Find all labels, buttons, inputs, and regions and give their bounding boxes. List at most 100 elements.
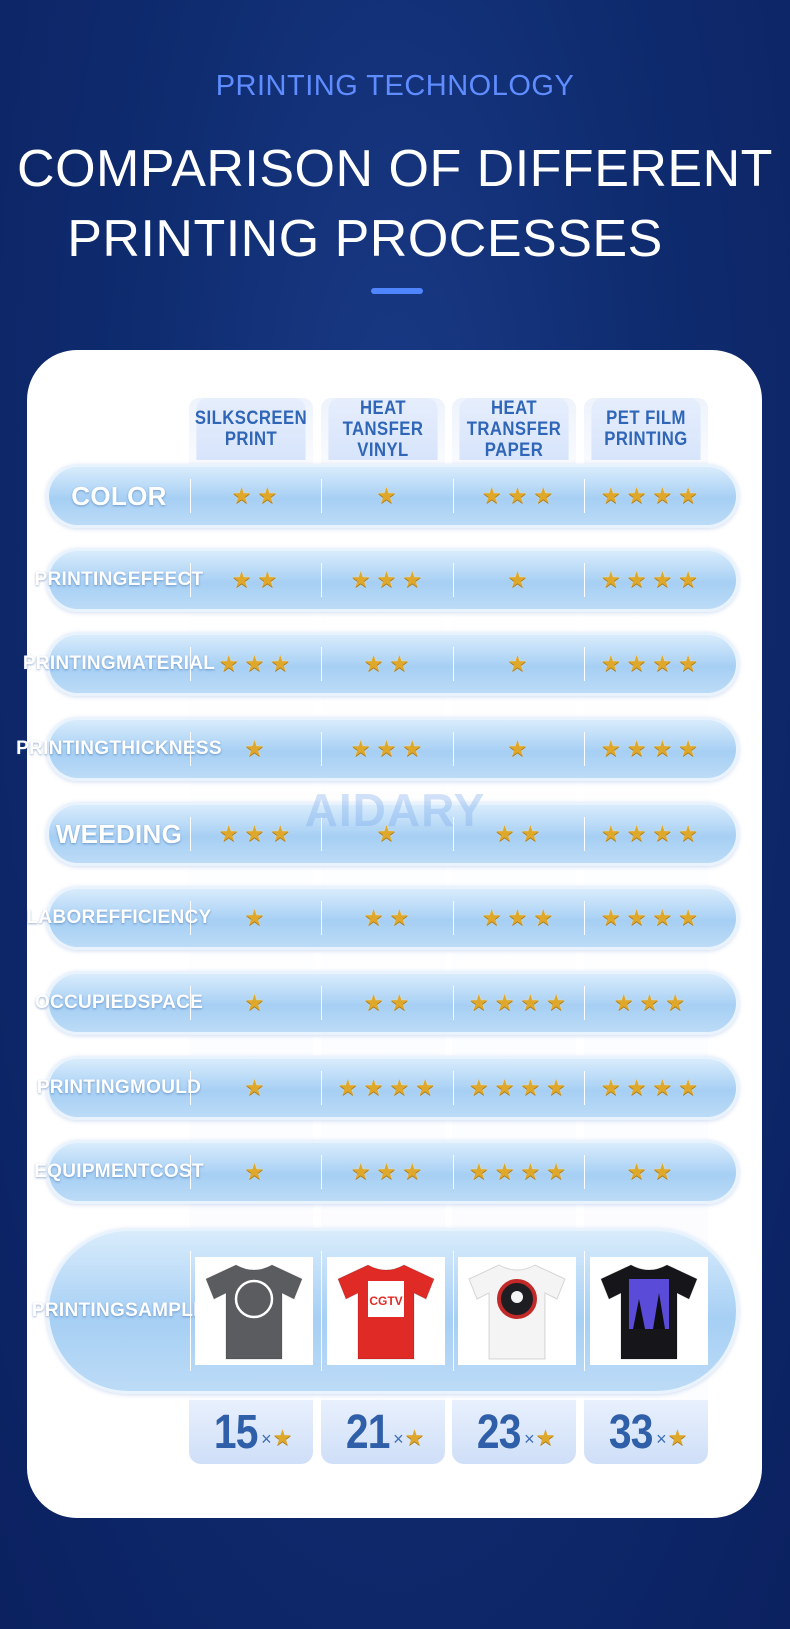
star-icon: ★ — [546, 1075, 566, 1100]
column-header: SILKSCREEN PRINT — [195, 398, 307, 460]
row-divider — [584, 647, 585, 681]
star-icon: ★ — [363, 651, 384, 676]
star-icon: ★ — [678, 736, 698, 761]
rating-cell: ★ — [452, 635, 583, 693]
rating-cell: ★ ★ — [189, 551, 320, 609]
star-icon: ★ — [507, 567, 528, 592]
star-icon: ★ — [218, 651, 239, 676]
page-title: COMPARISON OF DIFFERENT PRINTING PROCESS… — [0, 134, 790, 274]
star-icon: ★ — [678, 905, 698, 930]
star-icon: ★ — [601, 651, 621, 676]
rating-cell: ★ — [189, 1059, 320, 1117]
star-icon: ★ — [231, 567, 252, 592]
column-header: HEAT TANSFER VINYL — [328, 398, 438, 461]
total-score: 15 × ★ — [189, 1400, 313, 1464]
star-icon: ★ — [601, 1075, 621, 1100]
row-label-line-2: EFFICIENCY — [95, 907, 212, 928]
star-icon: ★ — [244, 1075, 265, 1100]
row-divider — [190, 479, 191, 513]
row-divider — [321, 732, 322, 766]
row-divider — [453, 563, 454, 597]
rating-cell: ★ ★ ★ ★ — [321, 1059, 452, 1117]
star-icon: ★ — [652, 651, 673, 676]
star-icon: ★ — [363, 990, 384, 1015]
star-icon: ★ — [520, 1075, 541, 1100]
star-icon: ★ — [494, 821, 515, 846]
star-icon: ★ — [533, 905, 554, 930]
rating-row: OCCUPIED SPACE ★ ★ ★ ★ ★ ★ ★ ★ ★ ★ — [35, 971, 739, 1035]
row-divider — [190, 1251, 191, 1371]
star-rating: ★ — [377, 823, 397, 845]
column-header-line-1: HEAT TRANSFER — [466, 397, 562, 440]
star-icon: ★ — [415, 1075, 435, 1100]
star-icon: ★ — [469, 990, 489, 1015]
row-label: PRINTING EFFECT — [35, 551, 204, 609]
star-icon: ★ — [338, 1075, 358, 1100]
star-icon: ★ — [601, 567, 621, 592]
star-icon: ★ — [402, 567, 423, 592]
row-label-line-2: EFFECT — [127, 569, 204, 590]
row-divider — [321, 817, 322, 851]
shirt-print-text: CGTV — [369, 1294, 402, 1308]
row-label-line-1: PRINTING — [31, 1300, 126, 1321]
row-divider — [321, 986, 322, 1020]
star-icon: ★ — [601, 736, 621, 761]
star-icon: ★ — [626, 567, 647, 592]
star-icon: ★ — [481, 905, 502, 930]
row-divider — [584, 817, 585, 851]
star-rating: ★ — [245, 1161, 265, 1183]
rating-cell: ★ — [452, 720, 583, 778]
row-divider — [190, 563, 191, 597]
star-icon: ★ — [244, 821, 265, 846]
total-score-number: 21 — [345, 1405, 391, 1459]
star-icon: ★ — [272, 1425, 293, 1450]
star-rating: ★ — [508, 653, 528, 675]
star-icon: ★ — [494, 990, 515, 1015]
row-label-line-2: SAMPLE — [125, 1300, 207, 1321]
star-icon: ★ — [652, 1075, 673, 1100]
star-rating: ★ — [508, 738, 528, 760]
star-rating: ★ — [245, 907, 265, 929]
grey-tshirt-circle-logo-icon — [205, 1264, 303, 1360]
column-header-line-1: PET FILM — [606, 408, 686, 429]
rating-row: COLOR ★ ★ ★ ★ ★ ★ ★ ★ ★ ★ — [46, 464, 739, 528]
row-label: EQUIPMENT COST — [34, 1143, 203, 1201]
rating-cell: ★ ★ ★ ★ — [452, 974, 583, 1032]
rating-cell: ★ ★ ★ — [189, 805, 320, 863]
star-rating: ★ ★ ★ — [614, 992, 685, 1014]
star-rating: ★ ★ ★ ★ — [601, 907, 698, 929]
title-accent-bar — [371, 288, 423, 294]
star-icon: ★ — [389, 905, 410, 930]
star-icon: ★ — [494, 1159, 515, 1184]
rating-cell: ★ ★ ★ ★ — [584, 1059, 715, 1117]
star-rating: ★ ★ ★ — [219, 823, 290, 845]
star-rating: ★ ★ ★ ★ — [469, 1161, 566, 1183]
row-divider — [453, 479, 454, 513]
star-icon: ★ — [363, 905, 384, 930]
star-icon: ★ — [376, 483, 397, 508]
row-label-line-1: LABOR — [26, 907, 96, 928]
star-icon: ★ — [546, 990, 566, 1015]
rating-cell: ★ ★ — [321, 635, 452, 693]
row-label-line-1: PRINTING — [36, 1077, 131, 1098]
row-label: PRINTING THICKNESS — [16, 720, 221, 778]
star-icon: ★ — [652, 483, 673, 508]
star-icon: ★ — [363, 1075, 384, 1100]
star-icon: ★ — [652, 1159, 673, 1184]
star-rating: ★ ★ — [364, 907, 409, 929]
star-rating: ★ ★ ★ — [351, 1161, 422, 1183]
rating-cell: ★ ★ — [189, 467, 320, 525]
star-icon: ★ — [601, 483, 621, 508]
star-rating: ★ ★ ★ — [219, 653, 290, 675]
row-divider — [453, 732, 454, 766]
star-rating: ★ ★ ★ — [351, 569, 422, 591]
star-icon: ★ — [469, 1075, 489, 1100]
row-divider — [321, 901, 322, 935]
column-header-line-2: VINYL — [357, 439, 409, 461]
row-divider — [321, 1071, 322, 1105]
star-rating: ★ ★ ★ ★ — [601, 653, 698, 675]
row-label: OCCUPIED SPACE — [35, 974, 203, 1032]
row-label: PRINTING MOULD — [37, 1059, 201, 1117]
star-rating: ★ ★ ★ ★ — [601, 738, 698, 760]
multiply-sign: × — [261, 1428, 272, 1449]
